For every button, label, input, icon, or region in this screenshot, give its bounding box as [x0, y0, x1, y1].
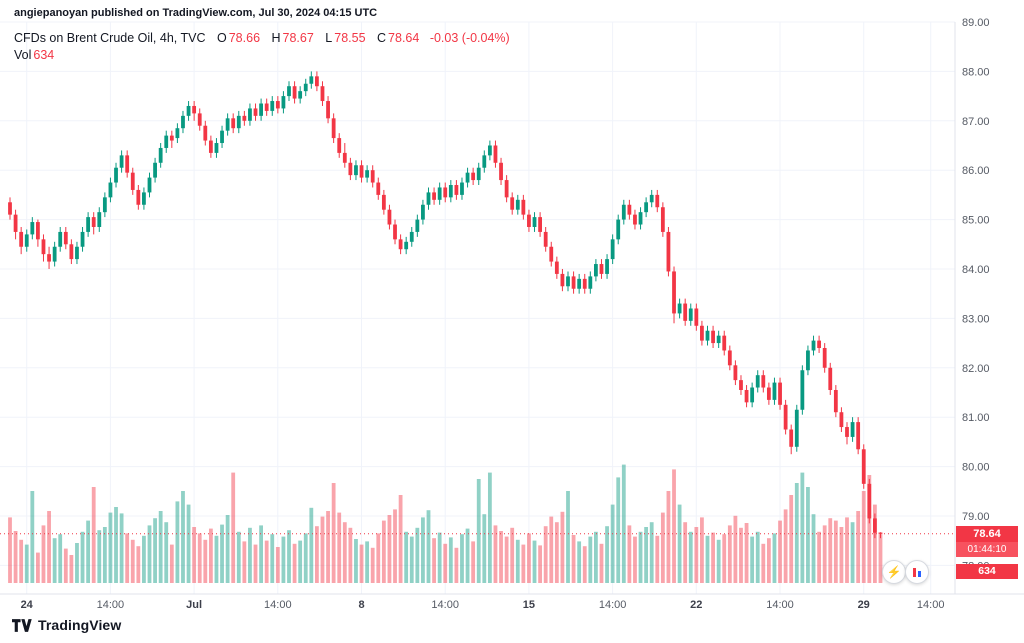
svg-text:84.00: 84.00 — [962, 264, 990, 276]
svg-text:22: 22 — [690, 599, 702, 611]
legend-main-row: CFDs on Brent Crude Oil, 4h, TVC O 78.66 … — [14, 30, 510, 47]
svg-text:80.00: 80.00 — [962, 462, 990, 474]
svg-text:29: 29 — [858, 599, 870, 611]
svg-text:79.00: 79.00 — [962, 511, 990, 523]
lightning-icon: ⚡ — [886, 565, 902, 579]
price-axis-labels: 89.00 88.00 87.00 86.00 85.00 84.00 83.00 82.00… — [962, 17, 990, 572]
bar-countdown-badge: 01:44:10 — [956, 542, 1018, 557]
change-value: -0.03 (-0.04%) — [429, 31, 510, 45]
high-label: H — [271, 31, 281, 45]
svg-text:87.00: 87.00 — [962, 116, 990, 128]
low-value: 78.55 — [334, 31, 366, 45]
legend-volume-row: Vol 634 — [14, 47, 510, 64]
svg-text:83.00: 83.00 — [962, 313, 990, 325]
svg-text:24: 24 — [21, 599, 34, 611]
svg-text:14:00: 14:00 — [599, 599, 627, 611]
published-line: angiepanoyan published on TradingView.co… — [14, 7, 378, 19]
svg-text:14:00: 14:00 — [97, 599, 125, 611]
symbol-title[interactable]: CFDs on Brent Crude Oil, 4h, TVC — [14, 31, 206, 45]
svg-text:Jul: Jul — [186, 599, 202, 611]
svg-text:86.00: 86.00 — [962, 165, 990, 177]
candles-layer — [8, 71, 883, 539]
svg-text:15: 15 — [523, 599, 535, 611]
low-label: L — [325, 31, 333, 45]
tradingview-wordmark[interactable]: TradingView — [38, 617, 122, 633]
tradingview-logo-icon[interactable] — [12, 618, 32, 633]
volume-layer — [8, 464, 883, 583]
close-value: 78.64 — [388, 31, 420, 45]
close-label: C — [377, 31, 387, 45]
grid-layer — [0, 21, 955, 594]
instant-trading-button[interactable]: ⚡ — [882, 560, 906, 584]
svg-text:14:00: 14:00 — [766, 599, 794, 611]
last-price-badge: 78.64 — [956, 526, 1018, 542]
volume-label: Vol — [14, 48, 32, 62]
svg-text:85.00: 85.00 — [962, 215, 990, 227]
svg-text:81.00: 81.00 — [962, 412, 990, 424]
svg-text:14:00: 14:00 — [264, 599, 292, 611]
footer-brand: TradingView — [12, 617, 121, 633]
volume-value: 634 — [33, 48, 55, 62]
svg-text:89.00: 89.00 — [962, 17, 990, 29]
open-label: O — [217, 31, 227, 45]
svg-text:82.00: 82.00 — [962, 363, 990, 375]
volume-axis-badge: 634 — [956, 564, 1018, 579]
open-value: 78.66 — [228, 31, 261, 45]
chart-legend: CFDs on Brent Crude Oil, 4h, TVC O 78.66 … — [14, 30, 510, 64]
svg-text:8: 8 — [358, 599, 364, 611]
svg-text:14:00: 14:00 — [917, 599, 945, 611]
order-panel-button[interactable] — [905, 560, 929, 584]
time-axis-labels: 24 14:00 Jul 14:00 8 14:00 15 14:00 22 14:00 29 14:… — [21, 599, 945, 611]
svg-text:14:00: 14:00 — [431, 599, 459, 611]
depth-chart-icon — [912, 567, 922, 577]
high-value: 78.67 — [282, 31, 314, 45]
svg-text:88.00: 88.00 — [962, 66, 990, 78]
